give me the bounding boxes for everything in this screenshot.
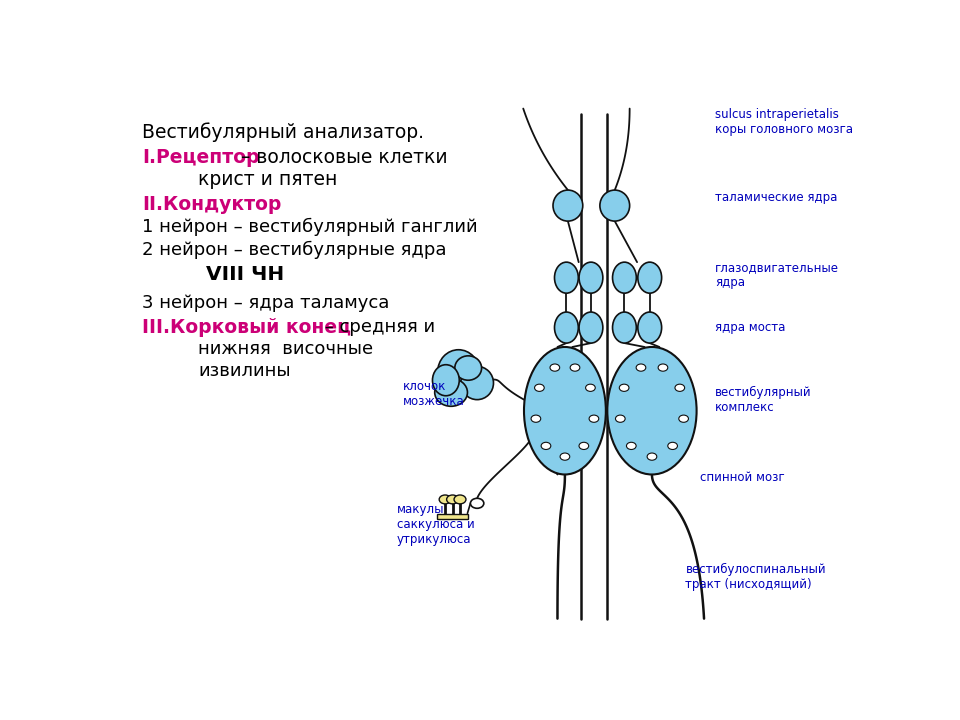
Circle shape bbox=[679, 415, 688, 423]
Ellipse shape bbox=[612, 262, 636, 293]
Text: глазодвигательные
ядра: глазодвигательные ядра bbox=[715, 261, 839, 289]
Circle shape bbox=[675, 384, 684, 392]
Text: макулы
саккулюса и
утрикулюса: макулы саккулюса и утрикулюса bbox=[396, 503, 474, 546]
Text: Вестибулярный анализатор.: Вестибулярный анализатор. bbox=[142, 122, 424, 142]
Ellipse shape bbox=[637, 312, 661, 343]
Ellipse shape bbox=[555, 262, 578, 293]
FancyBboxPatch shape bbox=[437, 514, 468, 519]
Circle shape bbox=[579, 442, 588, 449]
Text: клочок
мозжечка: клочок мозжечка bbox=[403, 380, 465, 408]
Circle shape bbox=[636, 364, 646, 372]
Text: – средняя и: – средняя и bbox=[320, 318, 436, 336]
Text: VIII ЧН: VIII ЧН bbox=[205, 265, 284, 284]
Text: ядра моста: ядра моста bbox=[715, 321, 785, 334]
Ellipse shape bbox=[438, 350, 479, 394]
Circle shape bbox=[615, 415, 625, 423]
Circle shape bbox=[560, 453, 569, 460]
Text: 2 нейрон – вестибулярные ядра: 2 нейрон – вестибулярные ядра bbox=[142, 240, 446, 258]
Ellipse shape bbox=[579, 262, 603, 293]
Circle shape bbox=[619, 384, 629, 392]
Ellipse shape bbox=[432, 365, 459, 396]
Circle shape bbox=[659, 364, 668, 372]
Ellipse shape bbox=[555, 312, 578, 343]
Ellipse shape bbox=[608, 347, 697, 474]
Circle shape bbox=[668, 442, 678, 449]
Circle shape bbox=[570, 364, 580, 372]
Circle shape bbox=[446, 495, 459, 504]
Text: – волосковые клетки: – волосковые клетки bbox=[235, 148, 448, 168]
Text: нижняя  височные: нижняя височные bbox=[198, 341, 373, 359]
Ellipse shape bbox=[553, 190, 583, 221]
Text: извилины: извилины bbox=[198, 362, 291, 380]
Ellipse shape bbox=[637, 262, 661, 293]
Ellipse shape bbox=[455, 356, 482, 380]
Circle shape bbox=[439, 495, 451, 504]
Ellipse shape bbox=[579, 312, 603, 343]
Text: вестибулоспинальный
тракт (нисходящий): вестибулоспинальный тракт (нисходящий) bbox=[685, 563, 826, 591]
Text: таламические ядра: таламические ядра bbox=[715, 191, 837, 204]
Ellipse shape bbox=[461, 366, 493, 400]
Text: II.Кондуктор: II.Кондуктор bbox=[142, 194, 281, 214]
Circle shape bbox=[470, 498, 484, 508]
Text: sulcus intraperietalis
коры головного мозга: sulcus intraperietalis коры головного мо… bbox=[715, 109, 853, 136]
Text: крист и пятен: крист и пятен bbox=[198, 169, 338, 189]
Ellipse shape bbox=[524, 347, 606, 474]
Circle shape bbox=[535, 384, 544, 392]
Circle shape bbox=[531, 415, 540, 423]
Circle shape bbox=[627, 442, 636, 449]
Text: 3 нейрон – ядра таламуса: 3 нейрон – ядра таламуса bbox=[142, 294, 390, 312]
Ellipse shape bbox=[600, 190, 630, 221]
Text: вестибулярный
комплекс: вестибулярный комплекс bbox=[715, 386, 812, 414]
Circle shape bbox=[647, 453, 657, 460]
Text: спинной мозг: спинной мозг bbox=[701, 471, 785, 484]
Circle shape bbox=[454, 495, 466, 504]
Text: I.Рецептор: I.Рецептор bbox=[142, 148, 260, 168]
Text: III.Корковый конец: III.Корковый конец bbox=[142, 318, 351, 337]
Text: 1 нейрон – вестибулярный ганглий: 1 нейрон – вестибулярный ганглий bbox=[142, 217, 478, 236]
Circle shape bbox=[550, 364, 560, 372]
Circle shape bbox=[589, 415, 599, 423]
FancyBboxPatch shape bbox=[112, 81, 872, 647]
Ellipse shape bbox=[435, 379, 468, 406]
Circle shape bbox=[586, 384, 595, 392]
Ellipse shape bbox=[612, 312, 636, 343]
Circle shape bbox=[541, 442, 551, 449]
